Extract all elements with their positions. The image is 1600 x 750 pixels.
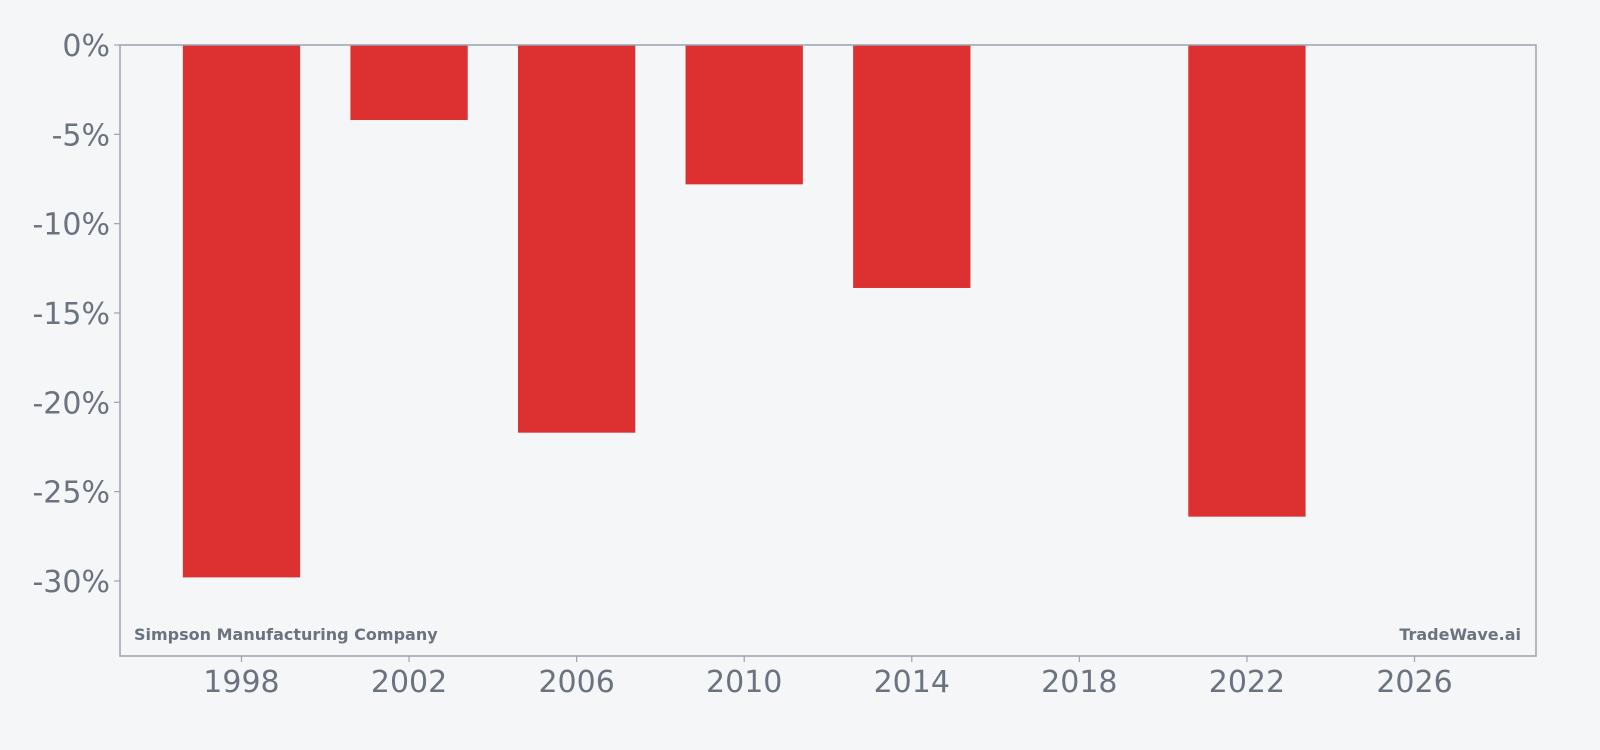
brand-watermark: TradeWave.ai bbox=[1399, 625, 1521, 644]
x-tick-label: 2010 bbox=[706, 665, 782, 700]
y-tick-label: -15% bbox=[32, 297, 110, 332]
y-tick-label: -25% bbox=[32, 476, 110, 511]
x-tick-label: 2014 bbox=[874, 665, 950, 700]
plot-frame bbox=[119, 44, 1537, 657]
x-tick-label: 2006 bbox=[538, 665, 614, 700]
x-tick-label: 1998 bbox=[203, 665, 279, 700]
bars-group bbox=[182, 45, 1306, 578]
x-axis-ticks: 1998 2002 2006 2010 2014 2018 2022 2026 bbox=[203, 656, 1453, 700]
y-axis-ticks: 0% -5% -10% -15% -20% -25% -30% bbox=[32, 29, 120, 600]
x-tick-label: 2026 bbox=[1376, 665, 1452, 700]
x-tick-label: 2018 bbox=[1041, 665, 1117, 700]
bar-2022 bbox=[1188, 45, 1306, 517]
bar-2010 bbox=[685, 45, 803, 185]
y-tick-label: -30% bbox=[32, 565, 110, 600]
x-tick-label: 2022 bbox=[1209, 665, 1285, 700]
y-tick-label: -20% bbox=[32, 386, 110, 421]
y-tick-label: -10% bbox=[32, 208, 110, 243]
bar-2006 bbox=[517, 45, 636, 433]
bar-1998 bbox=[182, 45, 301, 578]
y-tick-label: 0% bbox=[62, 29, 110, 64]
bar-2014 bbox=[853, 45, 971, 288]
y-tick-label: -5% bbox=[52, 118, 110, 153]
company-watermark: Simpson Manufacturing Company bbox=[134, 625, 438, 644]
x-tick-label: 2002 bbox=[371, 665, 447, 700]
bar-2002 bbox=[350, 45, 468, 121]
